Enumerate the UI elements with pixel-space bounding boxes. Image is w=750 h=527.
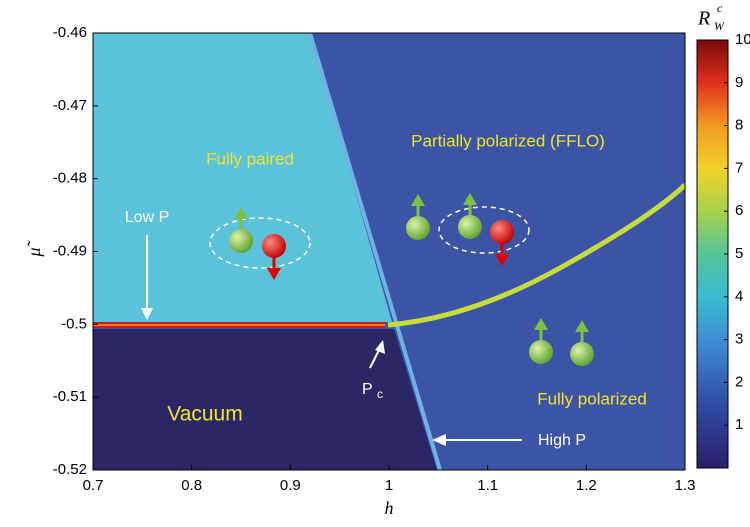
- colorbar-tick-label: 10: [735, 31, 750, 48]
- annotation: P: [362, 381, 373, 398]
- colorbar-tick-label: 4: [735, 288, 743, 305]
- colorbar-label: R: [697, 8, 710, 30]
- x-tick-label: 0.9: [280, 477, 301, 494]
- spin-down: [262, 234, 286, 258]
- x-tick-label: 0.7: [83, 477, 104, 494]
- chart: Fully paired Partially polarized (FFLO) …: [0, 0, 750, 522]
- y-axis-label: μ̃: [24, 239, 44, 257]
- spin-up: [229, 229, 253, 253]
- y-tick-label: -0.46: [53, 24, 87, 41]
- y-tick-label: -0.48: [53, 170, 87, 187]
- x-tick-label: 1: [385, 477, 393, 494]
- colorbar-tick-label: 6: [735, 202, 743, 219]
- y-tick-label: -0.51: [53, 388, 87, 405]
- x-tick-label: 1.3: [675, 477, 696, 494]
- y-tick-label: -0.52: [53, 461, 87, 478]
- annotation: Low P: [125, 209, 169, 226]
- colorbar-label: c: [717, 1, 723, 15]
- spin-down: [490, 220, 514, 244]
- colorbar-tick-label: 7: [735, 159, 743, 176]
- colorbar-label: W: [714, 19, 725, 33]
- x-tick-label: 1.2: [576, 477, 597, 494]
- colorbar: [697, 40, 728, 468]
- x-tick-label: 0.8: [181, 477, 202, 494]
- y-tick-label: -0.47: [53, 97, 87, 114]
- x-axis-label: h: [385, 498, 394, 518]
- spin-up: [458, 215, 482, 239]
- x-tick-label: 1.1: [477, 477, 498, 494]
- annotation: Fully polarized: [537, 389, 647, 408]
- annotation: c: [377, 387, 383, 401]
- region-vacuum: [93, 329, 437, 470]
- colorbar-tick-label: 3: [735, 331, 743, 348]
- y-tick-label: -0.49: [53, 242, 87, 259]
- spin-up: [406, 216, 430, 240]
- colorbar-tick-label: 9: [735, 74, 743, 91]
- annotation: Fully paired: [206, 149, 294, 168]
- colorbar-tick-label: 5: [735, 245, 743, 262]
- annotation: High P: [538, 432, 586, 449]
- colorbar-tick-label: 1: [735, 416, 743, 433]
- colorbar-tick-label: 8: [735, 117, 743, 134]
- annotation: Partially polarized (FFLO): [411, 131, 605, 150]
- spin-up: [570, 342, 594, 366]
- annotation: Vacuum: [167, 403, 242, 426]
- colorbar-tick-label: 2: [735, 373, 743, 390]
- spin-up: [529, 340, 553, 364]
- y-tick-label: -0.5: [61, 315, 87, 332]
